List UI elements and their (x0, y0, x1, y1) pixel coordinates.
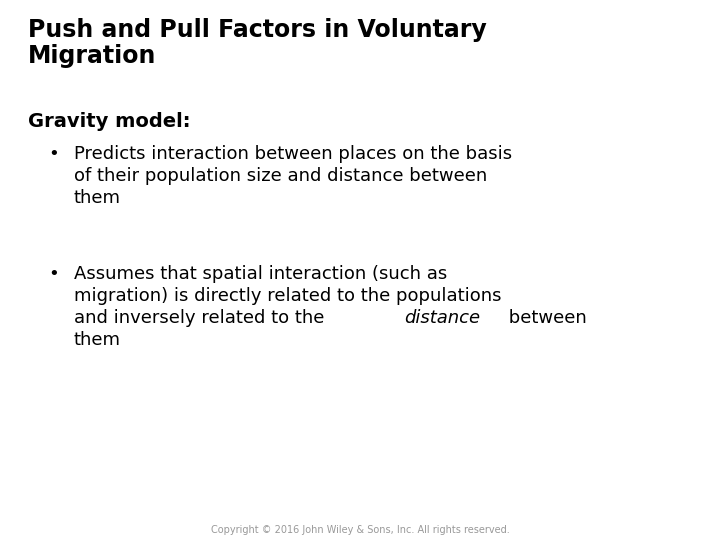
Text: distance: distance (405, 309, 481, 327)
Text: Assumes that spatial interaction (such as: Assumes that spatial interaction (such a… (74, 265, 447, 283)
Text: them: them (74, 331, 121, 349)
Text: between: between (503, 309, 587, 327)
Text: •: • (48, 265, 59, 283)
Text: Copyright © 2016 John Wiley & Sons, Inc. All rights reserved.: Copyright © 2016 John Wiley & Sons, Inc.… (211, 525, 509, 535)
Text: and inversely related to the: and inversely related to the (74, 309, 330, 327)
Text: migration) is directly related to the populations: migration) is directly related to the po… (74, 287, 502, 305)
Text: of their population size and distance between: of their population size and distance be… (74, 167, 487, 185)
Text: •: • (48, 145, 59, 163)
Text: Migration: Migration (28, 44, 156, 68)
Text: Predicts interaction between places on the basis: Predicts interaction between places on t… (74, 145, 512, 163)
Text: them: them (74, 189, 121, 207)
Text: Push and Pull Factors in Voluntary: Push and Pull Factors in Voluntary (28, 18, 487, 42)
Text: Gravity model:: Gravity model: (28, 112, 191, 131)
